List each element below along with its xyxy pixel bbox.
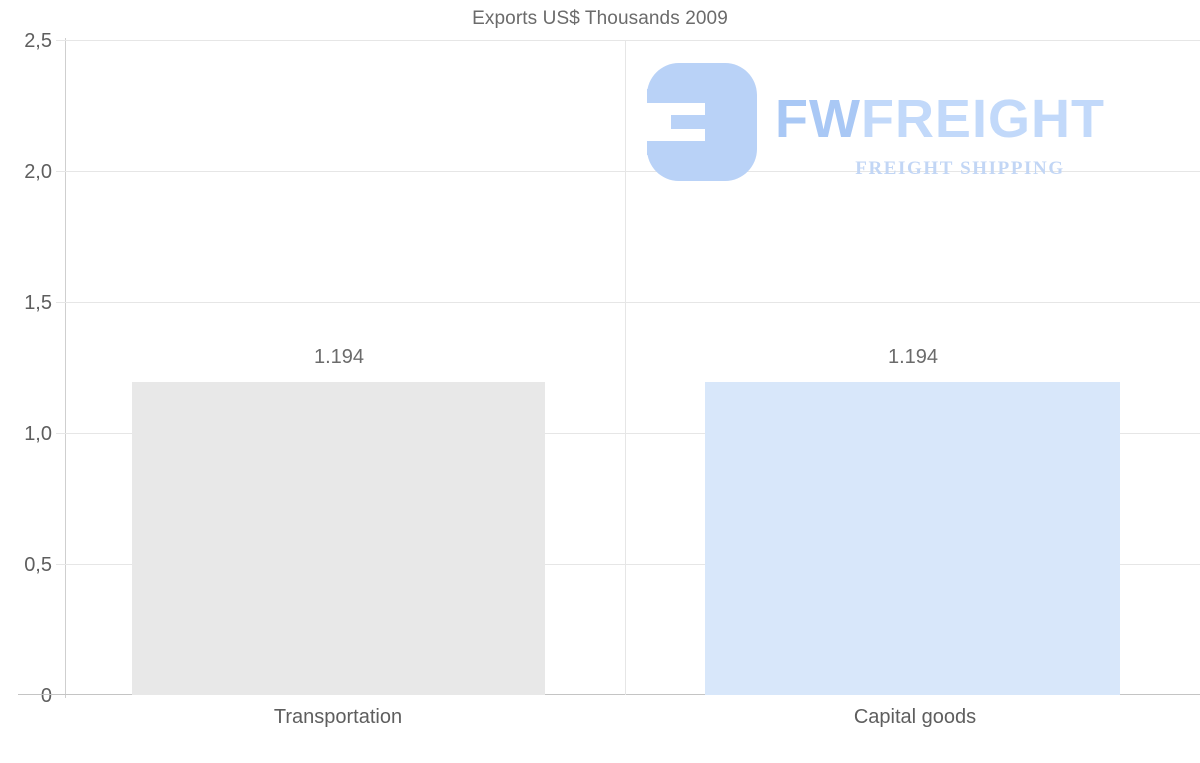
bar-transportation[interactable]: [132, 382, 545, 695]
y-tick-label-2_0: 2,0: [24, 161, 52, 183]
chart-title: Exports US$ Thousands 2009: [472, 8, 728, 29]
x-axis-line: [18, 694, 1200, 695]
plot-area: [56, 40, 1200, 695]
gridline-2_0: [56, 171, 1200, 172]
y-tick-label-0_5: 0,5: [24, 554, 52, 576]
x-tick-label-capital-goods: Capital goods: [853, 706, 977, 728]
bar-value-label-transportation: 1.194: [313, 346, 365, 368]
bar-capital-goods[interactable]: [705, 382, 1120, 695]
category-separator: [625, 40, 626, 695]
y-tick-label-0: 0: [40, 685, 52, 707]
bar-value-label-capital-goods: 1.194: [887, 346, 939, 368]
gridline-1_0: [56, 433, 1200, 434]
gridline-2_5: [56, 40, 1200, 41]
x-tick-label-transportation: Transportation: [273, 706, 403, 728]
y-tick-label-1_5: 1,5: [24, 292, 52, 314]
y-tick-label-1_0: 1,0: [24, 423, 52, 445]
gridline-0_5: [56, 564, 1200, 565]
y-axis-tick-labels: 2,5 2,0 1,5 1,0 0,5 0: [0, 0, 52, 763]
y-axis-line: [65, 38, 66, 698]
gridline-1_5: [56, 302, 1200, 303]
y-tick-label-2_5: 2,5: [24, 30, 52, 52]
